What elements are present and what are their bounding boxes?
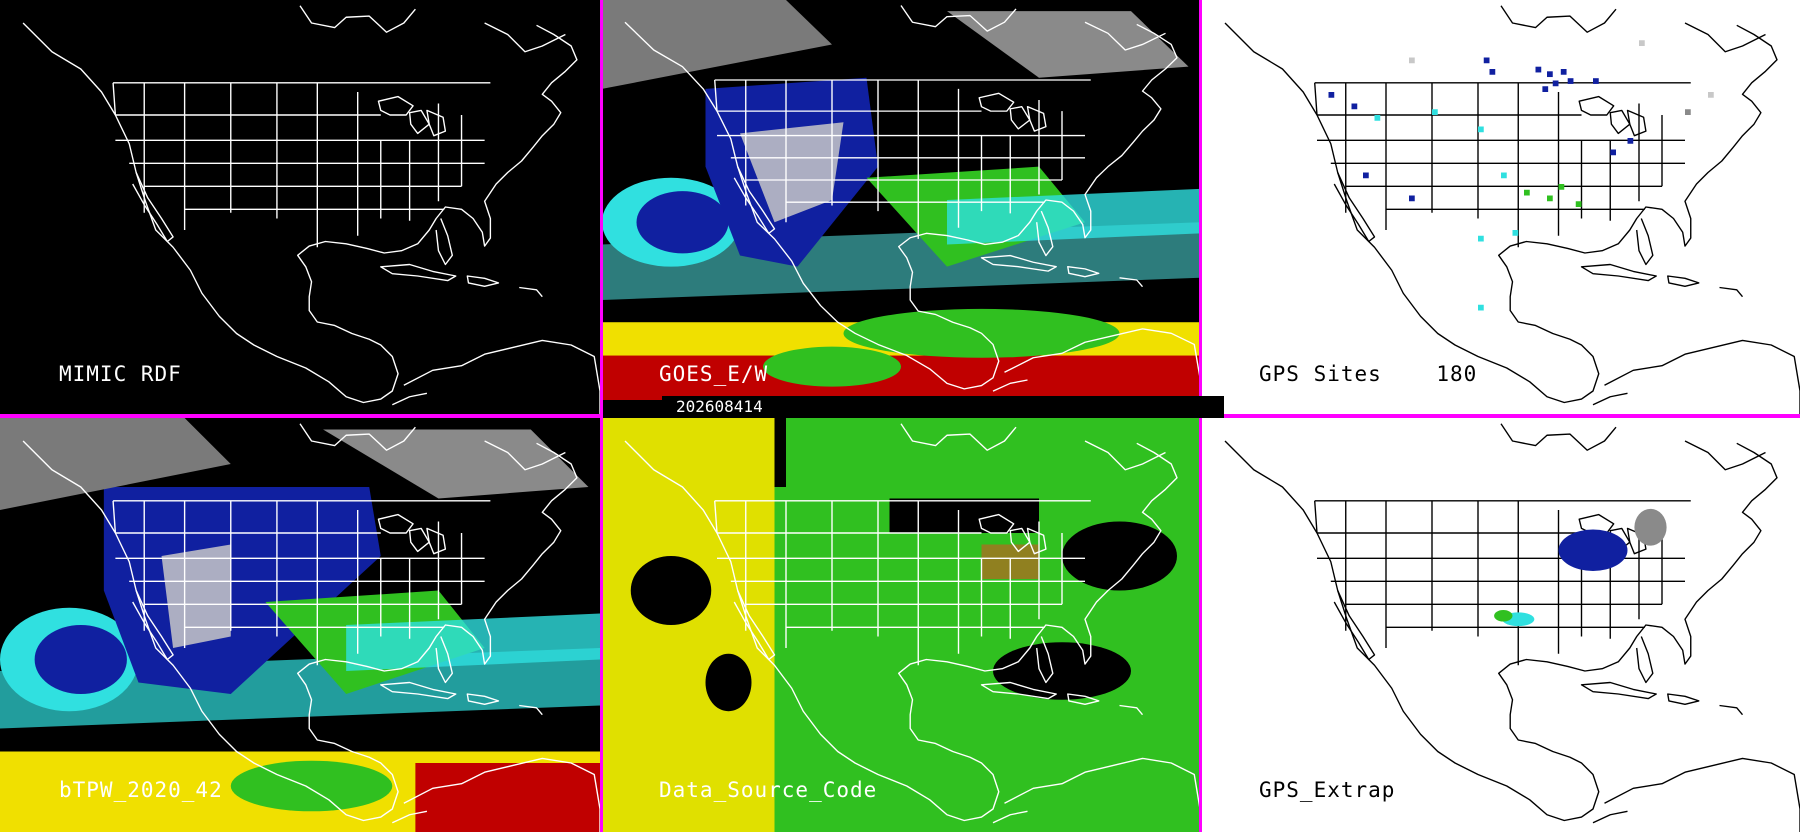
panel-gps-extrap: GPS_Extrap — [1202, 418, 1800, 832]
panel-btpw: bTPW_2020_42 — [0, 418, 600, 832]
panel-mimic-rdf: MIMIC RDF — [0, 0, 600, 414]
panel-label: GOES_E/W — [659, 362, 769, 386]
panel-label: MIMIC RDF — [59, 362, 182, 386]
data-source-code-map — [602, 418, 1200, 832]
panel-data-source-code: Data_Source_Code — [602, 418, 1200, 832]
mimic-rdf-map — [22, 5, 600, 414]
gps-site-markers — [1328, 40, 1714, 311]
gps-extrap-map — [1224, 423, 1800, 832]
panel-gps-sites: GPS Sites 180 — [1202, 0, 1800, 414]
timestamp-label: 202608414 — [662, 396, 1224, 418]
divider-horizontal-left — [0, 414, 600, 418]
panel-label: bTPW_2020_42 — [59, 778, 223, 802]
panel-label: GPS Sites 180 — [1259, 362, 1478, 386]
divider-vertical-left — [600, 0, 603, 832]
panel-label: GPS_Extrap — [1259, 778, 1396, 802]
goes-ew-map — [602, 0, 1200, 400]
divider-horizontal-right — [1202, 414, 1800, 418]
panel-goes-ew: GOES_E/W — [602, 0, 1200, 400]
panel-label: Data_Source_Code — [659, 778, 878, 802]
btpw-map — [0, 418, 600, 832]
gps-sites-map — [1224, 5, 1800, 414]
